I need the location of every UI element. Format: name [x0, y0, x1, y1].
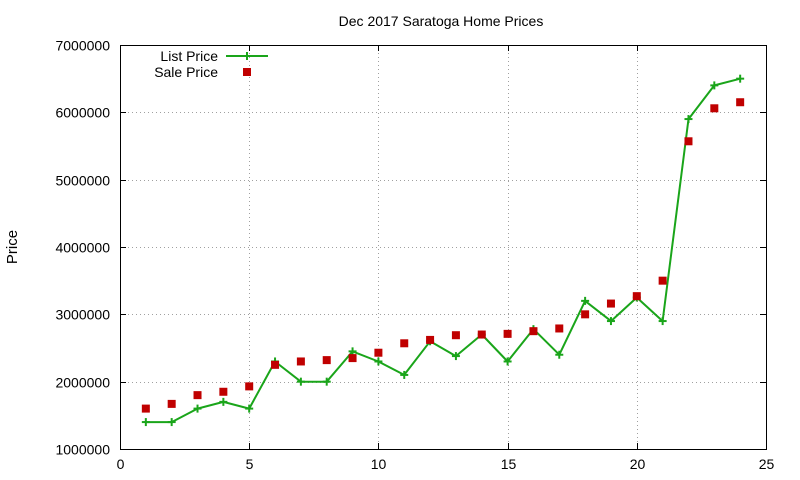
list-price-point: [555, 350, 564, 359]
sale-price-point: [400, 339, 409, 348]
list-price-point: [606, 317, 615, 326]
y-tick-label: 6000000: [55, 105, 110, 121]
sale-price-point: [348, 354, 357, 363]
sale-price-point: [374, 348, 383, 357]
sale-price-point: [141, 404, 150, 413]
plot-frame: [120, 45, 767, 450]
sale-price-point: [503, 329, 512, 338]
y-tick-label: 4000000: [55, 240, 110, 256]
y-tick-label: 3000000: [55, 307, 110, 323]
list-price-point: [296, 377, 305, 386]
legend-square-marker: [243, 68, 251, 76]
list-price-point: [710, 81, 719, 90]
list-price-point: [374, 357, 383, 366]
list-price-point: [141, 418, 150, 427]
sale-price-point: [632, 292, 641, 301]
y-tick-label: 1000000: [55, 442, 110, 458]
sale-price-point: [322, 356, 331, 365]
x-tick-label: 10: [371, 456, 387, 472]
sale-price-point: [219, 387, 228, 396]
sale-price-point: [736, 98, 745, 107]
x-tick-label: 20: [630, 456, 646, 472]
sale-price-point: [245, 382, 254, 391]
series-layer: [141, 74, 745, 427]
y-tick-label: 2000000: [55, 375, 110, 391]
sale-price-point: [167, 399, 176, 408]
list-price-point: [245, 404, 254, 413]
sale-price-point: [451, 331, 460, 340]
y-tick-label: 5000000: [55, 173, 110, 189]
list-price-point: [193, 404, 202, 413]
x-tick-labels: 0 5 10 15 20 25: [117, 456, 775, 472]
sale-price-point: [271, 360, 280, 369]
x-tick-label: 5: [246, 456, 254, 472]
list-price-point: [400, 370, 409, 379]
sale-price-point: [193, 391, 202, 400]
sale-price-point: [606, 299, 615, 308]
list-price-point: [219, 397, 228, 406]
sale-price-point: [477, 330, 486, 339]
sale-price-point: [658, 276, 667, 285]
x-tick-label: 25: [759, 456, 775, 472]
list-price-point: [581, 296, 590, 305]
list-price-point: [658, 317, 667, 326]
sale-price-point: [555, 324, 564, 333]
chart-title: Dec 2017 Saratoga Home Prices: [339, 13, 544, 29]
sale-price-point: [426, 335, 435, 344]
series-sale-price: [141, 98, 745, 413]
x-tick-label: 15: [501, 456, 517, 472]
sale-price-point: [684, 137, 693, 146]
list-price-point: [322, 377, 331, 386]
list-price-point: [503, 357, 512, 366]
legend-plus-marker: [243, 52, 251, 60]
y-tick-label: 7000000: [55, 38, 110, 54]
sale-price-point: [710, 104, 719, 113]
series-list-price: [141, 74, 745, 427]
list-price-point: [348, 347, 357, 356]
x-tick-label: 0: [117, 456, 125, 472]
list-price-point: [451, 352, 460, 361]
sale-price-point: [296, 357, 305, 366]
legend-label: List Price: [160, 48, 218, 64]
sale-price-point: [529, 327, 538, 336]
y-axis-label: Price: [4, 230, 21, 264]
list-price-point: [684, 115, 693, 124]
list-price-point: [736, 74, 745, 83]
y-tick-labels: 1000000 2000000 3000000 4000000 5000000 60000…: [55, 38, 110, 458]
list-price-line: [145, 77, 741, 424]
list-price-point: [167, 418, 176, 427]
sale-price-point: [581, 310, 590, 319]
legend-label: Sale Price: [154, 64, 218, 80]
grid-lines: [120, 45, 766, 449]
